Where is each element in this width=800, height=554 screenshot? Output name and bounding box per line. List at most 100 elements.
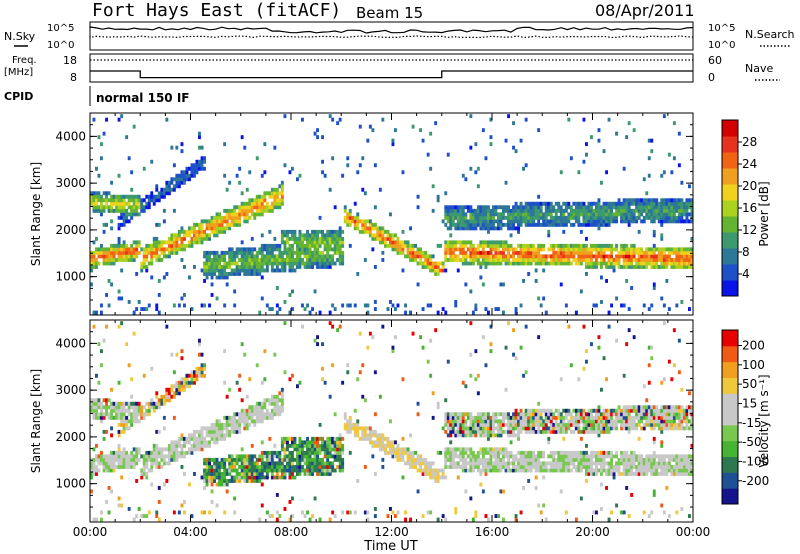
power-cell	[213, 268, 217, 273]
velocity-cell	[240, 342, 244, 347]
power-cell	[248, 258, 252, 262]
power-cell	[665, 258, 669, 262]
power-cell	[298, 247, 302, 252]
velocity-cell	[444, 450, 448, 455]
power-cell	[512, 121, 516, 126]
power-cell	[670, 215, 674, 220]
velocity-cell	[117, 324, 121, 329]
velocity-cell	[384, 443, 387, 448]
power-cell	[265, 205, 269, 210]
power-cell	[579, 201, 583, 206]
power-cell	[655, 201, 659, 206]
velocity-cell	[120, 422, 124, 427]
power-cell	[685, 198, 689, 203]
velocity-cell	[260, 457, 264, 462]
power-cell	[476, 208, 480, 213]
power-cell	[587, 208, 591, 213]
power-cell	[336, 121, 340, 126]
velocity-cell	[107, 405, 111, 410]
power-cell	[454, 243, 458, 248]
power-cell	[223, 265, 227, 269]
velocity-cell	[542, 461, 546, 466]
velocity-cell	[348, 422, 352, 427]
power-cell	[117, 117, 121, 122]
velocity-cell	[449, 412, 453, 417]
velocity-cell	[198, 338, 201, 343]
velocity-cell	[255, 415, 259, 420]
power-cell	[280, 194, 284, 199]
power-cell	[135, 307, 139, 312]
power-cell	[519, 254, 523, 259]
velocity-cell	[479, 461, 483, 466]
power-cell	[474, 215, 478, 220]
power-cell	[381, 229, 385, 234]
power-cell	[595, 254, 598, 259]
velocity-cell	[97, 342, 101, 347]
velocity-cell	[275, 461, 279, 466]
velocity-cell	[105, 454, 109, 459]
power-cell	[122, 208, 126, 213]
power-cell	[313, 289, 317, 294]
velocity-cell	[230, 454, 234, 459]
velocity-cell	[270, 457, 274, 462]
velocity-cell	[200, 426, 204, 431]
power-cell	[223, 215, 227, 220]
power-cell	[316, 254, 320, 259]
velocity-cell	[130, 377, 134, 382]
power-cell	[662, 265, 666, 269]
power-cell	[235, 212, 239, 217]
velocity-cell	[346, 422, 350, 427]
velocity-cell	[348, 510, 352, 515]
power-cell	[507, 222, 511, 227]
power-cell	[476, 166, 480, 171]
velocity-cell	[275, 405, 279, 410]
velocity-cell	[260, 440, 264, 445]
power-cell	[657, 219, 661, 224]
velocity-cell	[102, 461, 106, 466]
power-cell	[157, 254, 161, 259]
power-cell	[489, 240, 493, 245]
power-cell	[469, 208, 473, 213]
power-cell	[557, 243, 561, 248]
power-cell	[291, 265, 294, 269]
velocity-cell	[286, 443, 289, 448]
velocity-cell	[223, 415, 227, 420]
velocity-cell	[471, 468, 475, 473]
power-cell	[348, 215, 352, 220]
velocity-cell	[240, 461, 244, 466]
velocity-cell	[301, 324, 304, 329]
power-cell	[672, 198, 676, 203]
velocity-cell	[328, 517, 332, 522]
power-cell	[180, 240, 184, 245]
velocity-cell	[208, 440, 212, 445]
velocity-cell	[298, 457, 302, 462]
velocity-cell	[183, 377, 186, 382]
velocity-cell	[152, 454, 156, 459]
power-cell	[188, 226, 191, 231]
power-cell	[582, 208, 586, 213]
power-cell	[607, 243, 611, 248]
velocity-cell	[529, 450, 533, 455]
velocity-cell	[311, 443, 315, 448]
velocity-cell	[537, 419, 541, 424]
power-cell	[569, 212, 573, 217]
power-cell	[125, 194, 129, 199]
velocity-cell	[203, 479, 207, 483]
power-cell	[353, 215, 357, 220]
velocity-cell	[175, 387, 179, 392]
power-cell	[625, 254, 629, 259]
velocity-cell	[175, 447, 179, 452]
velocity-cell	[449, 426, 453, 431]
power-cell	[378, 226, 382, 231]
power-cell	[132, 208, 136, 213]
power-cell	[286, 261, 289, 266]
velocity-cell	[185, 440, 189, 445]
power-cell	[243, 258, 247, 262]
power-cell	[331, 236, 335, 241]
power-cell	[100, 310, 103, 315]
power-cell	[270, 194, 274, 199]
velocity-cell	[494, 433, 498, 438]
power-cell	[258, 194, 262, 199]
power-cell	[504, 222, 508, 227]
velocity-cell	[90, 405, 93, 410]
